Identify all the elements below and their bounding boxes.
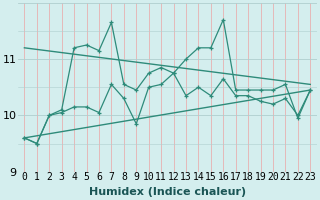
X-axis label: Humidex (Indice chaleur): Humidex (Indice chaleur) bbox=[89, 187, 246, 197]
